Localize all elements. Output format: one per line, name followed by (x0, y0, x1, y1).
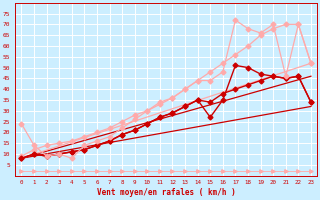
X-axis label: Vent moyen/en rafales ( km/h ): Vent moyen/en rafales ( km/h ) (97, 188, 236, 197)
